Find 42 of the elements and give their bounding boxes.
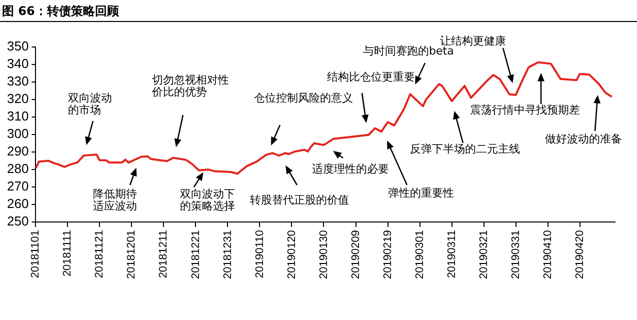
- x-tick-label: 20190209: [350, 230, 362, 280]
- y-tick-label: 350: [6, 38, 29, 54]
- annotation: 仓位控制风险的意义: [254, 91, 353, 104]
- annotation: 降低期待适应波动: [93, 187, 137, 212]
- x-tick-label: 20190219: [382, 230, 394, 280]
- y-tick-label: 340: [6, 56, 29, 72]
- y-tick-label: 330: [6, 74, 29, 89]
- y-tick-label: 290: [6, 144, 29, 159]
- y-tick-label: 270: [6, 178, 29, 194]
- x-tick-label: 20181111: [62, 230, 74, 277]
- annotation: 结构比仓位更重要: [327, 70, 415, 84]
- annotation: 转股替代正股的价值: [250, 193, 349, 206]
- x-tick-label: 20190321: [478, 230, 490, 280]
- y-tick-label: 250: [6, 214, 29, 229]
- x-tick-label: 20190331: [510, 230, 522, 280]
- x-tick-label: 20181201: [126, 230, 138, 280]
- x-tick-label: 20190311: [446, 230, 458, 278]
- annotation: 弹性的重要性: [388, 186, 454, 200]
- x-tick-label: 20190301: [414, 230, 426, 280]
- x-tick-label: 20190410: [542, 230, 554, 280]
- y-tick-label: 310: [6, 108, 29, 124]
- annotation: 双向波动的市场: [68, 91, 112, 116]
- x-tick-label: 20190130: [318, 230, 330, 280]
- y-tick-label: 260: [6, 196, 29, 212]
- x-tick-label: 20181101: [30, 230, 42, 278]
- x-tick-label: 20181121: [94, 230, 106, 278]
- annotation: 双向波动下的策略选择: [180, 187, 235, 212]
- y-tick-label: 300: [6, 126, 29, 142]
- chart-title: 图 66：转债策略回顾: [0, 0, 637, 22]
- x-tick-label: 20181231: [222, 230, 234, 280]
- annotation: 切勿忽视相对性价比的优势: [151, 73, 229, 98]
- annotation: 反弹下半场的二元主线: [410, 142, 520, 156]
- y-tick-label: 280: [6, 161, 29, 176]
- x-tick-label: 20181221: [190, 230, 202, 280]
- x-tick-label: 20190420: [574, 230, 586, 280]
- x-tick-label: 20190120: [286, 230, 298, 280]
- y-tick-label: 320: [6, 91, 29, 106]
- x-tick-label: 20181211: [158, 230, 170, 278]
- annotation: 震荡行情中寻找预期差: [470, 103, 580, 116]
- annotation: 适度理性的必要: [312, 162, 389, 176]
- x-tick-label: 20190110: [254, 230, 266, 278]
- annotation: 做好波动的准备: [545, 132, 622, 146]
